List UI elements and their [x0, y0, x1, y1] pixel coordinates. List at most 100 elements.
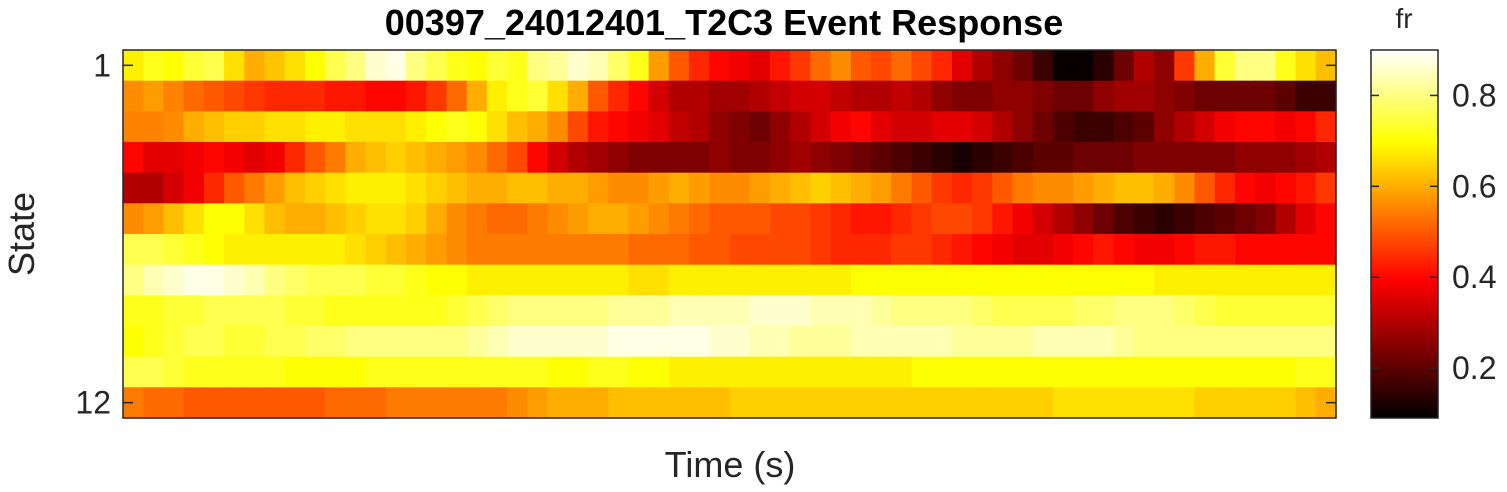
heatmap-cell: [587, 234, 609, 266]
heatmap-cell: [224, 142, 245, 174]
heatmap-cell: [1133, 111, 1155, 143]
heatmap-cell: [1194, 356, 1216, 388]
heatmap-cell: [608, 326, 630, 358]
heatmap-cell: [871, 111, 892, 143]
heatmap-cell: [891, 80, 913, 112]
heatmap-cell: [507, 356, 528, 388]
heatmap-cell: [426, 234, 448, 266]
heatmap-cell: [1234, 111, 1256, 143]
heatmap-cell: [1214, 264, 1236, 296]
heatmap-cell: [1154, 234, 1175, 266]
heatmap-cell: [810, 356, 832, 388]
heatmap-cell: [446, 172, 468, 204]
heatmap-cell: [628, 326, 650, 358]
heatmap-cell: [992, 356, 1014, 388]
heatmap-cell: [628, 80, 650, 112]
heatmap-cell: [123, 234, 144, 266]
heatmap-cell: [1052, 50, 1074, 82]
heatmap-cell: [709, 387, 731, 419]
heatmap-cell: [911, 203, 933, 235]
heatmap-cell: [345, 295, 367, 327]
heatmap-cell: [1214, 295, 1236, 327]
heatmap-cell: [992, 111, 1014, 143]
plot-frame: [122, 49, 1337, 419]
heatmap-cell: [709, 234, 731, 266]
heatmap-cell: [1315, 234, 1337, 266]
heatmap-cell: [143, 111, 165, 143]
heatmap-cell: [1133, 264, 1155, 296]
heatmap-cell: [992, 50, 1014, 82]
heatmap-cell: [911, 387, 933, 419]
heatmap-cell: [304, 142, 326, 174]
heatmap-cell: [385, 80, 407, 112]
heatmap-cell: [1093, 295, 1115, 327]
heatmap-cell: [1113, 172, 1135, 204]
heatmap-cell: [891, 387, 913, 419]
heatmap-cell: [1012, 80, 1034, 112]
heatmap-cell: [163, 142, 185, 174]
heatmap-cell: [527, 203, 549, 235]
heatmap-cell: [264, 234, 286, 266]
heatmap-cell: [224, 387, 245, 419]
heatmap-cell: [1194, 295, 1216, 327]
heatmap-cell: [1214, 142, 1236, 174]
heatmap-cell: [507, 387, 528, 419]
heatmap-cell: [608, 142, 630, 174]
heatmap-cell: [790, 142, 811, 174]
heatmap-cell: [1133, 142, 1155, 174]
heatmap-cell: [1113, 80, 1135, 112]
heatmap-cell: [163, 50, 185, 82]
heatmap-cell: [325, 80, 346, 112]
heatmap-cell: [143, 203, 165, 235]
heatmap-cell: [1275, 387, 1297, 419]
heatmap-cell: [648, 356, 670, 388]
y-axis-label: State: [1, 192, 42, 276]
heatmap-cell: [1032, 80, 1054, 112]
heatmap-cell: [608, 203, 630, 235]
heatmap-cell: [426, 203, 448, 235]
heatmap-cell: [1194, 172, 1216, 204]
heatmap-cell: [648, 203, 670, 235]
heatmap-cell: [385, 142, 407, 174]
heatmap-cell: [183, 264, 205, 296]
heatmap-cell: [1315, 203, 1337, 235]
heatmap-cell: [911, 50, 933, 82]
heatmap-cell: [1032, 172, 1054, 204]
heatmap-cell: [325, 264, 346, 296]
heatmap-cell: [426, 111, 448, 143]
heatmap-cell: [1052, 387, 1074, 419]
heatmap-cell: [830, 142, 852, 174]
heatmap-cell: [951, 203, 973, 235]
heatmap-cell: [1234, 295, 1256, 327]
heatmap-cell: [264, 264, 286, 296]
heatmap-cell: [1275, 50, 1297, 82]
heatmap-cell: [1234, 326, 1256, 358]
heatmap-cell: [1154, 356, 1175, 388]
heatmap-cell: [628, 295, 650, 327]
heatmap-cell: [284, 80, 306, 112]
heatmap-cell: [486, 295, 508, 327]
heatmap-cell: [1255, 172, 1276, 204]
heatmap-cell: [1032, 387, 1054, 419]
y-tick-label: 1: [93, 47, 111, 83]
heatmap-cell: [1234, 387, 1256, 419]
heatmap-cell: [1174, 356, 1196, 388]
heatmap-cell: [304, 111, 326, 143]
heatmap-cell: [749, 295, 771, 327]
heatmap-cell: [163, 295, 185, 327]
heatmap-cell: [203, 111, 225, 143]
heatmap-cells: [123, 50, 1337, 419]
heatmap-cell: [466, 203, 488, 235]
heatmap-cell: [385, 234, 407, 266]
heatmap-cell: [507, 295, 528, 327]
heatmap-cell: [1255, 326, 1276, 358]
heatmap-cell: [345, 387, 367, 419]
heatmap-cell: [1133, 326, 1155, 358]
heatmap-cell: [224, 295, 245, 327]
heatmap-cell: [163, 172, 185, 204]
heatmap-cell: [850, 295, 872, 327]
heatmap-cell: [810, 50, 832, 82]
heatmap-cell: [608, 172, 630, 204]
heatmap-cell: [668, 203, 690, 235]
heatmap-cell: [972, 80, 993, 112]
